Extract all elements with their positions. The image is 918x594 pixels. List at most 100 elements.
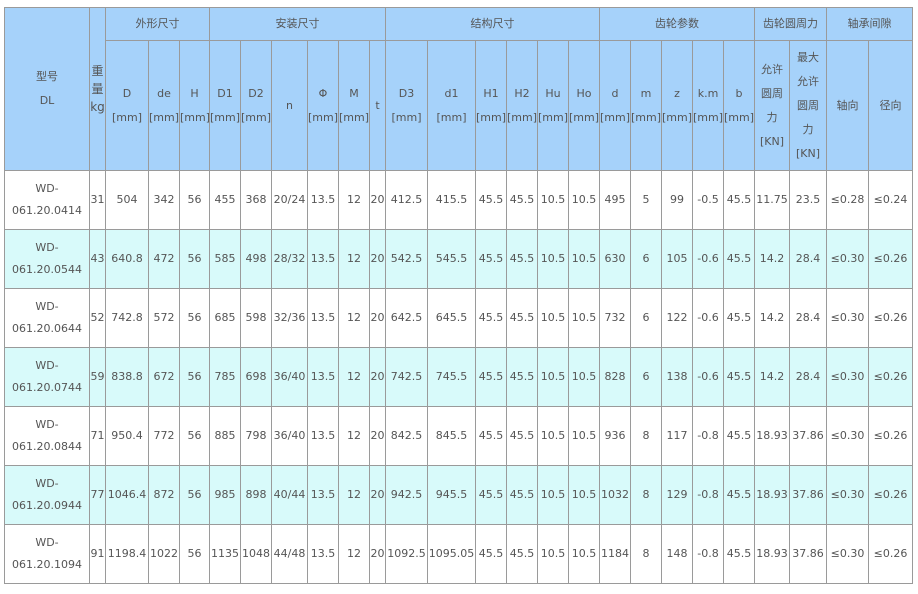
- cell: 28.4: [789, 288, 827, 348]
- data-row: WD- 061.20.0944 77 1046.4 872 56 985 898 40/44 1…: [4, 465, 913, 525]
- cell: 14.2: [754, 347, 790, 407]
- column-header: D1 [mm]: [209, 40, 241, 171]
- cell: 1184: [599, 524, 631, 584]
- group-header: 齿轮圆周力: [754, 7, 827, 41]
- cell: 5: [630, 170, 662, 230]
- cell: ≤0.26: [868, 229, 913, 289]
- cell: 545.5: [427, 229, 476, 289]
- cell: 10.5: [568, 347, 600, 407]
- column-header: 最大 允许 圆周 力 [KN]: [789, 40, 827, 171]
- cell: 31: [89, 170, 106, 230]
- cell: 45.5: [723, 170, 755, 230]
- column-header: 允许 圆周 力 [KN]: [754, 40, 790, 171]
- cell: 13.5: [307, 524, 339, 584]
- spec-table: 型号 DL 重 量 kg 外形尺寸 安装尺寸 结构尺寸 齿轮参数 齿轮圆周力 轴承间隙 D […: [4, 7, 913, 584]
- cell: 10.5: [568, 229, 600, 289]
- cell: ≤0.30: [826, 347, 869, 407]
- column-header: M [mm]: [338, 40, 370, 171]
- cell: 45.5: [506, 406, 538, 466]
- cell: 56: [179, 229, 210, 289]
- column-header: Φ [mm]: [307, 40, 339, 171]
- cell: ≤0.30: [826, 288, 869, 348]
- cell: 91: [89, 524, 106, 584]
- cell: ≤0.30: [826, 406, 869, 466]
- cell: 37.86: [789, 524, 827, 584]
- cell: 8: [630, 524, 662, 584]
- cell: 36/40: [271, 406, 308, 466]
- cell: 44/48: [271, 524, 308, 584]
- header-row: 型号 DL 重 量 kg 外形尺寸 安装尺寸 结构尺寸 齿轮参数 齿轮圆周力 轴承间隙: [4, 7, 913, 171]
- cell: 45.5: [506, 229, 538, 289]
- cell: 28.4: [789, 347, 827, 407]
- cell: 672: [148, 347, 180, 407]
- cell: 798: [240, 406, 272, 466]
- data-row: WD- 061.20.0644 52 742.8 572 56 685 598 32/36 13…: [4, 288, 913, 348]
- cell: 585: [209, 229, 241, 289]
- cell: 45.5: [723, 288, 755, 348]
- cell: 1095.05: [427, 524, 476, 584]
- cell: 18.93: [754, 406, 790, 466]
- cell: 45.5: [506, 288, 538, 348]
- data-row: WD- 061.20.0744 59 838.8 672 56 785 698 36/40 13…: [4, 347, 913, 407]
- cell: 20: [369, 465, 386, 525]
- cell: 45.5: [475, 347, 507, 407]
- cell: WD- 061.20.0414: [4, 170, 90, 230]
- cell: 56: [179, 406, 210, 466]
- cell: 742.8: [105, 288, 149, 348]
- column-header: D [mm]: [105, 40, 149, 171]
- cell: 842.5: [385, 406, 428, 466]
- cell: 1198.4: [105, 524, 149, 584]
- cell: 1032: [599, 465, 631, 525]
- cell: 11.75: [754, 170, 790, 230]
- data-row: WD- 061.20.0544 43 640.8 472 56 585 498 28/32 13…: [4, 229, 913, 289]
- cell: ≤0.26: [868, 524, 913, 584]
- cell: 415.5: [427, 170, 476, 230]
- cell: 885: [209, 406, 241, 466]
- cell: 10.5: [537, 406, 569, 466]
- column-header: d [mm]: [599, 40, 631, 171]
- cell: ≤0.30: [826, 524, 869, 584]
- cell: 13.5: [307, 465, 339, 525]
- cell: 368: [240, 170, 272, 230]
- cell: WD- 061.20.0844: [4, 406, 90, 466]
- cell: 742.5: [385, 347, 428, 407]
- cell: 645.5: [427, 288, 476, 348]
- cell: 28.4: [789, 229, 827, 289]
- cell: ≤0.30: [826, 229, 869, 289]
- cell: 14.2: [754, 288, 790, 348]
- cell: ≤0.26: [868, 288, 913, 348]
- column-header: n: [271, 40, 308, 171]
- cell: 59: [89, 347, 106, 407]
- cell: 20: [369, 170, 386, 230]
- cell: 12: [338, 347, 370, 407]
- column-header: H [mm]: [179, 40, 210, 171]
- cell: 495: [599, 170, 631, 230]
- cell: 542.5: [385, 229, 428, 289]
- cell: 985: [209, 465, 241, 525]
- cell: 45.5: [475, 288, 507, 348]
- column-header: m [mm]: [630, 40, 662, 171]
- cell: 45.5: [506, 465, 538, 525]
- cell: 20: [369, 524, 386, 584]
- cell: 6: [630, 347, 662, 407]
- cell: 872: [148, 465, 180, 525]
- cell: 6: [630, 288, 662, 348]
- cell: 598: [240, 288, 272, 348]
- cell: -0.6: [692, 347, 724, 407]
- cell: 745.5: [427, 347, 476, 407]
- cell: 412.5: [385, 170, 428, 230]
- cell: 10.5: [568, 288, 600, 348]
- cell: -0.5: [692, 170, 724, 230]
- cell: 12: [338, 229, 370, 289]
- cell: 12: [338, 288, 370, 348]
- cell: WD- 061.20.0944: [4, 465, 90, 525]
- cell: 56: [179, 524, 210, 584]
- cell: 12: [338, 465, 370, 525]
- data-row: WD- 061.20.1094 91 1198.4 1022 56 1135 1048 44/…: [4, 524, 913, 584]
- cell: 20/24: [271, 170, 308, 230]
- column-header: t: [369, 40, 386, 171]
- cell: 45.5: [723, 524, 755, 584]
- cell: 105: [661, 229, 693, 289]
- cell: 1048: [240, 524, 272, 584]
- cell: 13.5: [307, 406, 339, 466]
